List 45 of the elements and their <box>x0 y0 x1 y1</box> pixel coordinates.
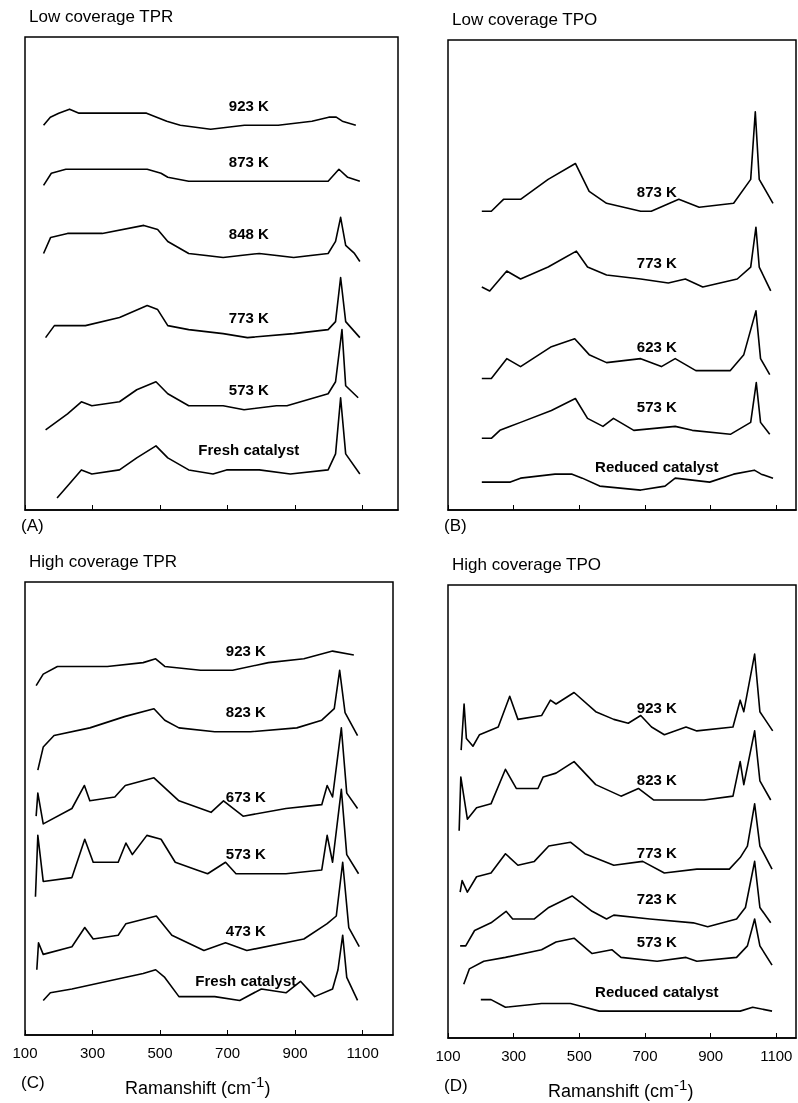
series-label: 573 K <box>636 932 677 950</box>
x-tick-label: 1100 <box>760 1047 793 1064</box>
x-tick-label: 700 <box>215 1044 241 1061</box>
x-tick-label: 1100 <box>346 1044 379 1061</box>
series-label: 773 K <box>636 844 677 862</box>
series-label: 873 K <box>636 182 677 200</box>
x-tick-label: 300 <box>501 1047 527 1064</box>
chart-title: High coverage TPR <box>29 552 178 572</box>
x-axis-title: Ramanshift (cm$^{-1}$) <box>125 1073 271 1099</box>
x-axis-title: Ramanshift (cm$^{-1}$) <box>548 1076 694 1102</box>
series-label: 823 K <box>225 703 266 721</box>
series-label: Reduced catalyst <box>595 982 719 1000</box>
series-label: 573 K <box>225 845 266 863</box>
series-label: 723 K <box>636 890 677 908</box>
series-label: 573 K <box>636 397 677 415</box>
text: (C) <box>21 1073 45 1093</box>
series-label: 848 K <box>228 224 269 242</box>
x-tick-label: 500 <box>566 1047 592 1064</box>
series-label: 923 K <box>636 698 677 716</box>
chart-title: High coverage TPO <box>452 555 601 575</box>
chart-title: Low coverage TPR <box>29 7 174 27</box>
series-label: 773 K <box>636 254 677 272</box>
text: (B) <box>444 516 467 536</box>
x-tick-label: 500 <box>147 1044 173 1061</box>
series-label: 623 K <box>636 338 677 356</box>
series-label: 823 K <box>636 771 677 789</box>
series-label: Fresh catalyst <box>195 971 297 989</box>
text: (A) <box>21 516 44 536</box>
series-label: Fresh catalyst <box>198 441 300 459</box>
series-label: 923 K <box>225 641 266 659</box>
text: (D) <box>444 1076 468 1096</box>
series-label: 923 K <box>228 96 269 114</box>
series-label: Reduced catalyst <box>595 457 719 475</box>
x-tick-label: 700 <box>632 1047 658 1064</box>
series-label: 673 K <box>225 787 266 805</box>
series-label: 473 K <box>225 922 266 940</box>
x-tick-label: 900 <box>282 1044 308 1061</box>
series-label: 773 K <box>228 309 269 327</box>
x-tick-label: 100 <box>12 1044 38 1061</box>
x-tick-label: 100 <box>435 1047 461 1064</box>
chart-title: Low coverage TPO <box>452 10 598 30</box>
series-label: 873 K <box>228 152 269 170</box>
x-tick-label: 300 <box>80 1044 106 1061</box>
series-label: 573 K <box>228 381 269 399</box>
x-tick-label: 900 <box>698 1047 724 1064</box>
